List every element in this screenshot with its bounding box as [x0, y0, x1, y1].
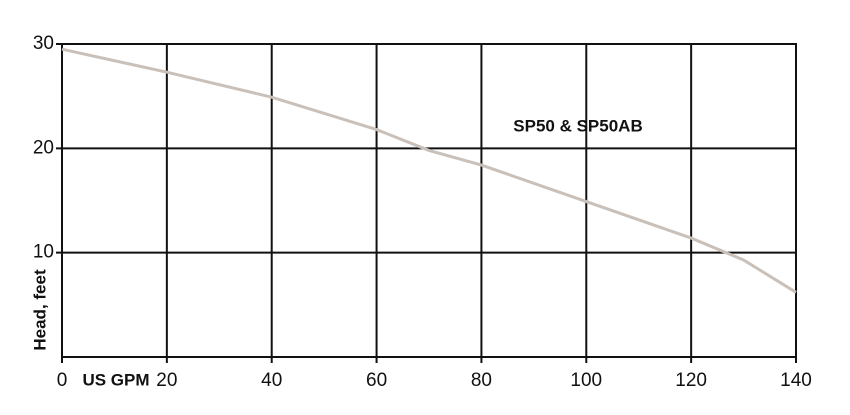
x-tick-label: 120	[675, 370, 707, 391]
x-tick-label: 40	[261, 370, 282, 391]
y-tick-label: 10	[33, 242, 54, 263]
y-tick-label: 20	[33, 137, 54, 158]
line	[61, 47, 797, 294]
x-tick-label: 0	[57, 370, 68, 391]
plot-frame	[61, 43, 797, 358]
x-tick-label: 100	[570, 370, 602, 391]
y-tick-label: 30	[33, 33, 54, 54]
x-tick-label: 140	[780, 370, 812, 391]
y-axis-label: Head, feet	[30, 269, 49, 351]
x-axis-label: US GPM	[82, 370, 149, 389]
x-tick-label: 60	[366, 370, 387, 391]
x-tick-label: 80	[471, 370, 492, 391]
x-tick-label: 20	[156, 370, 177, 391]
series-label: SP50 & SP50AB	[513, 116, 642, 135]
